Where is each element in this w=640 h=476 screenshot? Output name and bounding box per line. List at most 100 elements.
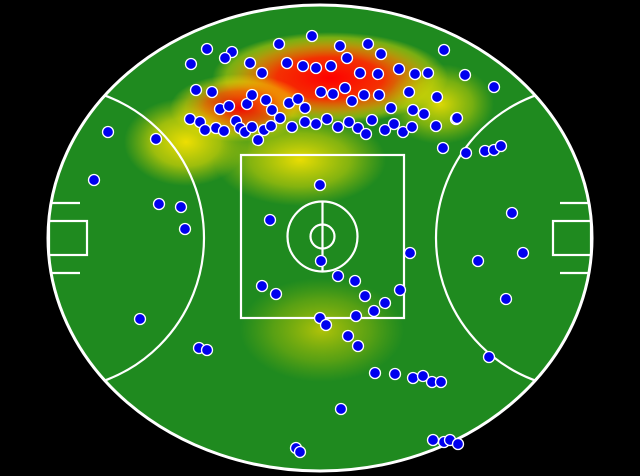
event-point	[434, 375, 448, 389]
event-point	[436, 141, 450, 155]
event-point	[334, 402, 348, 416]
event-point	[152, 197, 166, 211]
event-point	[178, 222, 192, 236]
event-point	[387, 117, 401, 131]
event-point	[358, 289, 372, 303]
event-point	[269, 287, 283, 301]
event-point	[406, 371, 420, 385]
event-point	[243, 56, 257, 70]
event-point	[458, 68, 472, 82]
event-point	[459, 146, 473, 160]
event-point	[319, 318, 333, 332]
event-point	[351, 339, 365, 353]
event-point	[263, 213, 277, 227]
event-point	[378, 123, 392, 137]
event-point	[408, 67, 422, 81]
event-point	[205, 85, 219, 99]
event-point	[200, 42, 214, 56]
event-point	[273, 111, 287, 125]
event-point	[505, 206, 519, 220]
event-point	[371, 67, 385, 81]
event-point	[291, 92, 305, 106]
event-point	[361, 37, 375, 51]
event-point	[426, 433, 440, 447]
event-point	[430, 90, 444, 104]
event-point	[345, 94, 359, 108]
event-point	[101, 125, 115, 139]
event-point	[487, 80, 501, 94]
event-point	[296, 59, 310, 73]
event-point	[348, 274, 362, 288]
event-point	[353, 66, 367, 80]
event-point	[450, 111, 464, 125]
event-point	[417, 107, 431, 121]
heat-density-layer	[124, 32, 494, 382]
event-point	[259, 93, 273, 107]
event-point	[451, 437, 465, 451]
event-point	[367, 304, 381, 318]
event-point	[87, 173, 101, 187]
event-point	[174, 200, 188, 214]
event-point	[357, 88, 371, 102]
event-point	[198, 123, 212, 137]
event-point	[280, 56, 294, 70]
event-point	[349, 309, 363, 323]
event-point	[326, 87, 340, 101]
event-point	[388, 367, 402, 381]
event-point	[285, 120, 299, 134]
event-point	[372, 88, 386, 102]
event-point	[245, 88, 259, 102]
event-point	[184, 57, 198, 71]
event-point	[405, 120, 419, 134]
event-point	[189, 83, 203, 97]
event-point	[265, 103, 279, 117]
event-point	[378, 296, 392, 310]
boundary-line	[46, 3, 594, 473]
event-point	[406, 103, 420, 117]
heat-hotspot	[240, 278, 404, 382]
event-point	[499, 292, 513, 306]
event-point	[416, 369, 430, 383]
event-point	[437, 43, 451, 57]
event-point	[338, 81, 352, 95]
event-point	[333, 39, 347, 53]
event-point	[429, 119, 443, 133]
event-point	[251, 133, 265, 147]
event-point	[313, 178, 327, 192]
event-point	[298, 115, 312, 129]
event-point	[293, 445, 307, 459]
event-point	[320, 112, 334, 126]
event-point	[368, 366, 382, 380]
event-point	[402, 85, 416, 99]
event-point	[365, 113, 379, 127]
event-point	[403, 246, 417, 260]
event-point	[421, 66, 435, 80]
event-point	[374, 47, 388, 61]
event-point	[482, 350, 496, 364]
event-point	[222, 99, 236, 113]
event-point	[384, 101, 398, 115]
event-point	[340, 51, 354, 65]
event-point	[255, 66, 269, 80]
event-point	[494, 139, 508, 153]
event-point	[309, 61, 323, 75]
event-scatter-layer	[87, 29, 530, 459]
event-point	[324, 59, 338, 73]
event-point	[393, 283, 407, 297]
event-point	[331, 120, 345, 134]
event-point	[200, 343, 214, 357]
event-point	[392, 62, 406, 76]
event-point	[331, 269, 345, 283]
event-point	[341, 329, 355, 343]
event-point	[305, 29, 319, 43]
event-point	[342, 115, 356, 129]
event-point	[516, 246, 530, 260]
event-point	[314, 85, 328, 99]
event-point	[264, 119, 278, 133]
event-point	[471, 254, 485, 268]
event-point	[314, 254, 328, 268]
event-point	[255, 279, 269, 293]
